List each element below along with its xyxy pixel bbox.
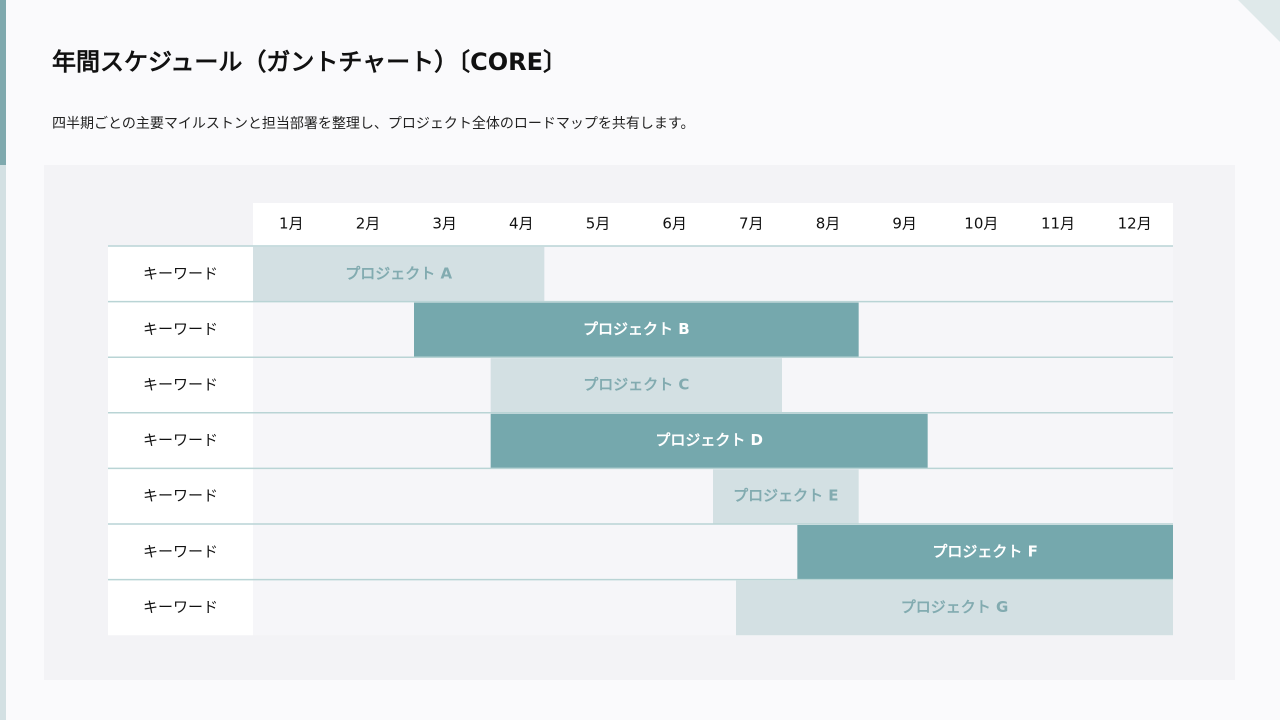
task-bar bbox=[490, 358, 782, 413]
row-label-cell bbox=[108, 579, 253, 636]
row-label-cell bbox=[108, 301, 253, 358]
month-label: 8月 bbox=[816, 215, 841, 233]
task-bar bbox=[414, 302, 859, 358]
month-label: 3月 bbox=[432, 215, 457, 233]
row-label-cell bbox=[108, 357, 253, 413]
row-label: キーワード bbox=[143, 320, 218, 338]
header-row bbox=[253, 203, 1173, 246]
task-label: プロジェクト G bbox=[901, 598, 1009, 616]
row-label-cell bbox=[108, 468, 253, 524]
task-label: プロジェクト E bbox=[733, 487, 838, 505]
month-label: 6月 bbox=[662, 215, 687, 233]
accent-strip-light bbox=[0, 165, 6, 720]
task-bar bbox=[253, 247, 545, 302]
month-label: 9月 bbox=[892, 215, 917, 233]
month-label: 5月 bbox=[586, 215, 611, 233]
row-label: キーワード bbox=[143, 376, 218, 394]
task-label: プロジェクト C bbox=[583, 376, 689, 394]
month-label: 7月 bbox=[739, 215, 764, 233]
row-label: キーワード bbox=[143, 264, 218, 282]
month-label: 2月 bbox=[356, 215, 381, 233]
task-bar bbox=[490, 413, 928, 469]
month-label: 12月 bbox=[1118, 215, 1152, 233]
row-label-cell bbox=[108, 412, 253, 469]
row-label: キーワード bbox=[143, 542, 218, 560]
month-label: 11月 bbox=[1041, 215, 1075, 233]
row-label: キーワード bbox=[143, 598, 218, 616]
accent-strip bbox=[0, 0, 6, 165]
task-label: プロジェクト A bbox=[345, 264, 452, 282]
task-bar bbox=[797, 525, 1173, 580]
task-label: プロジェクト D bbox=[655, 431, 763, 449]
task-bar bbox=[736, 580, 1173, 636]
subtitle: 四半期ごとの主要マイルストンと担当部署を整理し、プロジェクト全体のロードマップを… bbox=[52, 116, 694, 132]
task-label: プロジェクト F bbox=[932, 542, 1037, 560]
row-label: キーワード bbox=[143, 431, 218, 449]
row-label: キーワード bbox=[143, 487, 218, 505]
row-label-cell bbox=[108, 524, 253, 580]
task-label: プロジェクト B bbox=[583, 320, 690, 338]
month-label: 4月 bbox=[509, 215, 534, 233]
row-label-cell bbox=[108, 246, 253, 302]
month-label: 1月 bbox=[279, 215, 304, 233]
title: 年間スケジュール（ガントチャート）〔CORE〕 bbox=[52, 48, 567, 76]
task-bar bbox=[713, 469, 859, 524]
corner-decoration bbox=[1238, 0, 1280, 42]
month-label: 10月 bbox=[964, 215, 998, 233]
